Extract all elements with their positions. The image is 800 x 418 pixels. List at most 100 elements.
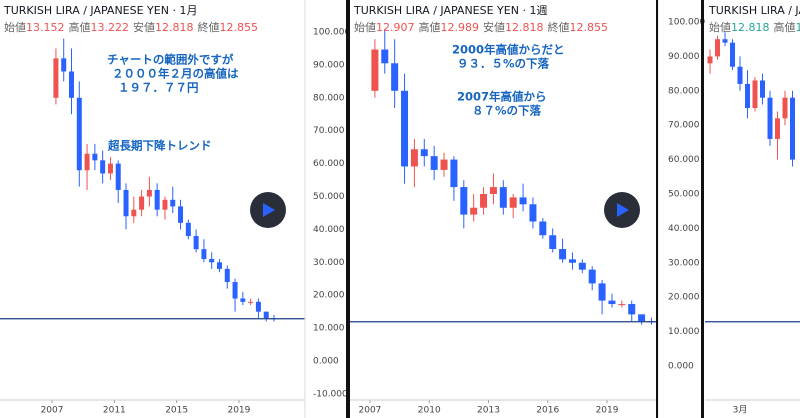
x-tick-label: 2016 bbox=[536, 406, 559, 416]
candle-body bbox=[224, 268, 230, 283]
ohlc-value: 13.152 bbox=[26, 21, 65, 34]
candle-body bbox=[559, 249, 567, 260]
candle-body bbox=[628, 304, 636, 315]
annotation: ８７%の下落 bbox=[472, 104, 542, 118]
plot bbox=[350, 28, 658, 325]
candle-body bbox=[598, 283, 606, 301]
y-tick-label: 40.000 bbox=[668, 224, 700, 234]
panel-divider bbox=[656, 0, 658, 418]
candle-body bbox=[509, 197, 517, 208]
y-tick-label: 70.000 bbox=[668, 121, 700, 131]
x-tick-label: 2007 bbox=[41, 406, 64, 416]
ohlc-label: 始値 bbox=[4, 21, 26, 34]
chart-header: TURKISH LIRA / JAPANESE YEN · 1週 始値12.907… bbox=[354, 2, 658, 36]
candle-body bbox=[401, 90, 409, 167]
annotation: ２０００年２月の高値は bbox=[112, 67, 239, 81]
candle-body bbox=[730, 42, 736, 67]
candle-body bbox=[139, 196, 145, 210]
interval: 1月 bbox=[179, 4, 198, 17]
annotation: ９３．５%の下落 bbox=[457, 57, 550, 71]
candle-body bbox=[107, 163, 113, 174]
candle-body bbox=[92, 153, 98, 161]
y-tick-label: 30.000 bbox=[668, 258, 700, 268]
chart-header: TURKISH LIRA / JAPANESE YEN · 1月 始値13.152… bbox=[4, 2, 305, 36]
header-line: 始値12.818高値12.989 bbox=[709, 19, 800, 36]
x-tick-label: 2007 bbox=[359, 406, 382, 416]
candle-body bbox=[115, 163, 121, 190]
ohlc-label: 始値 bbox=[354, 21, 376, 34]
y-tick-label: 20.000 bbox=[668, 293, 700, 303]
symbol-title: TURKISH LIRA / JAPANESE YEN bbox=[354, 4, 519, 17]
ohlc-value: 12.855 bbox=[569, 21, 609, 34]
candle-body bbox=[588, 269, 596, 284]
candle-body bbox=[76, 97, 82, 171]
y-tick-label: 80.000 bbox=[668, 86, 700, 96]
y-tick-label: 50.000 bbox=[668, 189, 700, 199]
candle-body bbox=[53, 58, 59, 98]
candle-body bbox=[430, 156, 438, 170]
candle-body bbox=[480, 193, 488, 208]
y-tick-label: 70.000 bbox=[313, 126, 345, 136]
y-tick-label: 100.000 bbox=[668, 18, 705, 28]
annotation: １９７．７７円 bbox=[118, 81, 199, 95]
ohlc-label: 高値 bbox=[418, 21, 441, 34]
candle-body bbox=[232, 282, 238, 299]
ohlc-value: 12.818 bbox=[155, 21, 194, 34]
play-icon bbox=[263, 203, 275, 217]
ohlc-value: 12.818 bbox=[731, 21, 770, 34]
candle-body bbox=[131, 209, 137, 217]
y-tick-label: 10.000 bbox=[668, 327, 700, 337]
candle-body bbox=[170, 199, 176, 207]
candle-body bbox=[715, 39, 721, 57]
candle-body bbox=[618, 304, 626, 306]
header-line: 始値12.907 高値12.989 安値12.818 終値12.855 bbox=[354, 19, 658, 36]
x-tick-label: 2010 bbox=[418, 406, 441, 416]
candle-body bbox=[782, 97, 788, 119]
ohlc-value: 12.855 bbox=[219, 21, 259, 34]
play-icon bbox=[617, 203, 629, 217]
header-line: 始値13.152 高値13.222 安値12.818 終値12.855 bbox=[4, 19, 305, 36]
candle-body bbox=[450, 159, 458, 188]
candle-body bbox=[489, 187, 497, 194]
candle-body bbox=[216, 262, 222, 269]
candle-body bbox=[154, 189, 160, 210]
y-tick-label: -10.000 bbox=[313, 389, 348, 399]
play-button[interactable] bbox=[604, 192, 640, 228]
y-tick-label: 60.000 bbox=[668, 155, 700, 165]
candle-body bbox=[752, 80, 758, 108]
candle-body bbox=[240, 298, 246, 302]
y-tick-label: 30.000 bbox=[313, 258, 345, 268]
ohlc-value: 12.989 bbox=[440, 21, 480, 34]
panel-divider bbox=[346, 0, 350, 418]
candle-body bbox=[760, 80, 766, 98]
ohlc-label: 高値 bbox=[68, 21, 91, 34]
candle-body bbox=[201, 249, 207, 260]
candle-body bbox=[255, 301, 261, 312]
candle-body bbox=[123, 189, 129, 217]
candle-body bbox=[185, 222, 191, 236]
y-tick-label: 60.000 bbox=[313, 159, 345, 169]
candle-body bbox=[178, 206, 184, 223]
y-tick-label: 90.000 bbox=[313, 60, 345, 70]
candle-body bbox=[745, 83, 751, 108]
ohlc-label: 安値 bbox=[483, 21, 505, 34]
y-tick-label: 0.000 bbox=[668, 361, 694, 371]
candle-body bbox=[391, 63, 399, 91]
ohlc-label: 高値 bbox=[773, 21, 796, 34]
candle-body bbox=[84, 153, 90, 171]
candle-body bbox=[440, 159, 448, 170]
ohlc-value: 12.907 bbox=[376, 21, 415, 34]
panel-divider bbox=[701, 0, 704, 418]
header-line: TURKISH LIRA / JAPANESE YEN · 1月 bbox=[4, 2, 305, 19]
symbol-title: TURKISH LIRA / JAPANESE YEN bbox=[4, 4, 169, 17]
play-button[interactable] bbox=[250, 192, 286, 228]
candle-body bbox=[707, 56, 713, 64]
annotation: チャートの範囲外ですが bbox=[107, 53, 234, 67]
x-tick-label: 2019 bbox=[596, 406, 619, 416]
symbol-title: TURKISH LIRA / JAPANESE YEN bbox=[709, 4, 800, 17]
candle-body bbox=[578, 262, 586, 270]
ohlc-label: 始値 bbox=[709, 21, 731, 34]
chart-header: TURKISH LIRA / JAPANESE YEN · 1日始値12.818… bbox=[709, 2, 800, 36]
ohlc-value: 13.222 bbox=[90, 21, 130, 34]
